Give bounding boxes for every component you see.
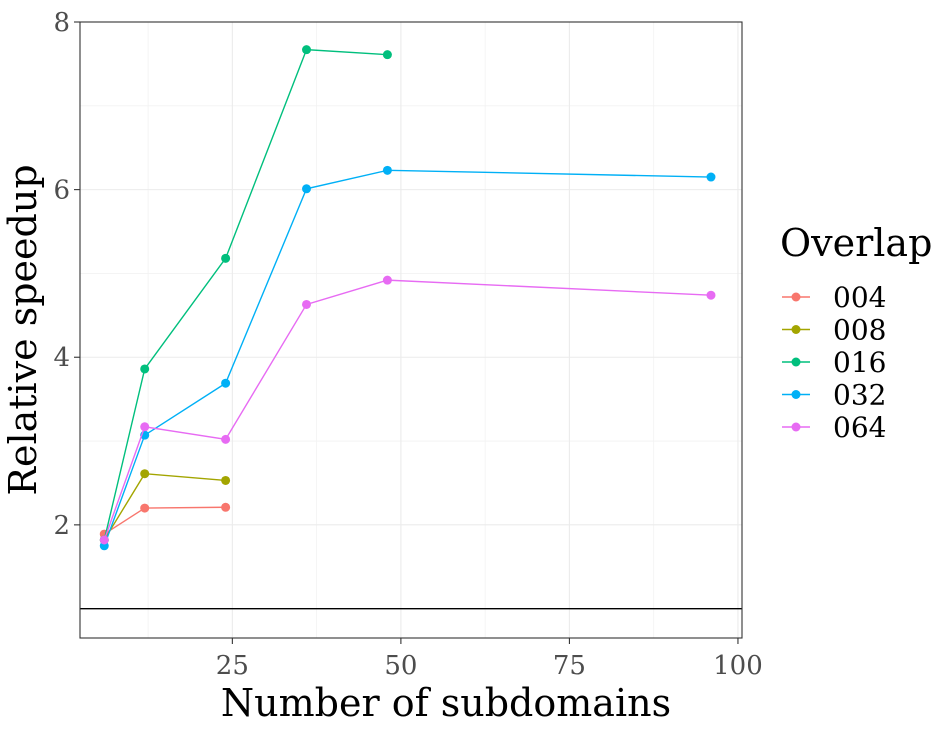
y-tick-label-2: 6 xyxy=(53,176,70,206)
y-tick-label-3: 8 xyxy=(53,8,70,38)
series-016-point-1 xyxy=(140,364,150,374)
y-tick-label-0: 2 xyxy=(53,511,70,541)
series-004-point-2 xyxy=(221,502,231,512)
legend-title: Overlap xyxy=(780,221,932,265)
legend-key-point-016 xyxy=(791,357,801,367)
series-032-point-3 xyxy=(302,184,312,194)
y-tick-label-1: 4 xyxy=(53,343,70,373)
series-064-point-1 xyxy=(140,422,150,432)
legend-key-point-032 xyxy=(791,390,801,399)
legend-item-032: 032 xyxy=(782,379,886,412)
legend-label-004: 004 xyxy=(833,281,886,314)
series-064-point-4 xyxy=(382,275,392,285)
series-064-point-2 xyxy=(221,434,231,444)
legend-key-point-004 xyxy=(791,292,801,302)
x-axis-ticks: 25 50 75 100 xyxy=(216,638,763,681)
x-tick-label-1: 50 xyxy=(384,651,417,681)
series-064-point-5 xyxy=(706,290,716,300)
y-axis-title: Relative speedup xyxy=(1,164,45,495)
legend-key-point-008 xyxy=(791,325,801,334)
series-064-point-3 xyxy=(302,299,312,309)
legend-label-008: 008 xyxy=(833,314,886,347)
series-032 xyxy=(99,165,716,551)
series-016-point-4 xyxy=(382,50,392,60)
legend-key-point-064 xyxy=(791,422,801,432)
x-tick-label-0: 25 xyxy=(216,651,249,681)
legend-label-032: 032 xyxy=(833,379,886,412)
legend-item-008: 008 xyxy=(782,314,886,347)
series-004-point-1 xyxy=(140,503,150,513)
legend-item-064: 064 xyxy=(782,411,886,444)
y-axis-ticks: 2 4 6 8 xyxy=(53,8,80,541)
series-008-point-2 xyxy=(221,475,231,485)
x-tick-label-3: 100 xyxy=(713,651,763,681)
legend-label-016: 016 xyxy=(833,346,886,379)
series-064-line xyxy=(103,279,712,541)
legend-item-016: 016 xyxy=(782,346,886,379)
series-064 xyxy=(99,275,716,545)
legend-label-064: 064 xyxy=(833,411,886,444)
series-016-point-3 xyxy=(302,45,312,55)
series-032-point-2 xyxy=(221,378,231,388)
series-016-point-2 xyxy=(221,253,231,263)
series-064-point-0 xyxy=(99,535,109,545)
x-axis-title: Number of subdomains xyxy=(221,681,671,725)
major-grid xyxy=(80,21,742,638)
panel-background xyxy=(80,22,742,638)
series-008-point-1 xyxy=(140,469,150,479)
x-tick-label-2: 75 xyxy=(553,651,586,681)
panel-border xyxy=(79,21,743,639)
series-layer xyxy=(99,45,716,551)
series-032-line xyxy=(103,169,712,547)
series-032-point-5 xyxy=(706,172,716,182)
series-004 xyxy=(99,502,231,539)
legend-item-004: 004 xyxy=(782,281,886,314)
series-032-point-4 xyxy=(382,165,392,175)
